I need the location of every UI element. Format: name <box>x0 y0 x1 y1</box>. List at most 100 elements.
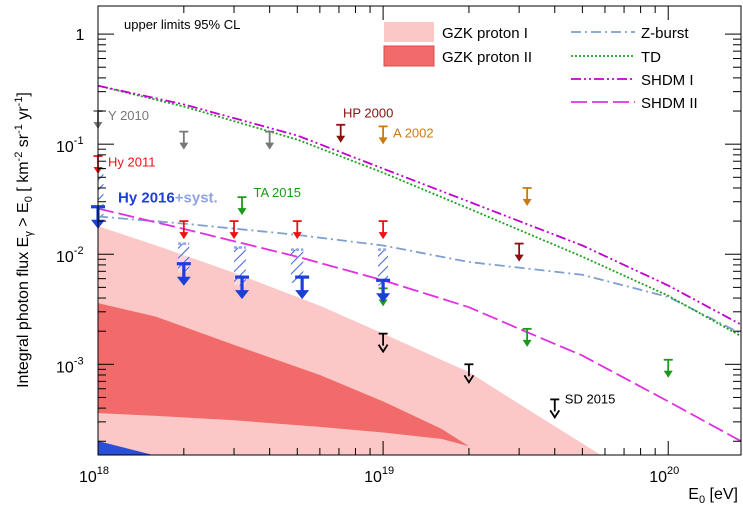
line-z-burst <box>98 215 741 335</box>
y-tick-label-1: 1 <box>76 27 85 44</box>
legend-swatch-gzk-proton-ii <box>383 45 435 67</box>
limit-hy-2016-3-head <box>295 290 310 300</box>
y-tick-label-exp--3: -3 <box>74 355 84 367</box>
limit-sd-2015-2 <box>549 398 561 420</box>
limit-a-2002-1 <box>522 187 532 206</box>
limit-hp-2000-1-head <box>514 254 524 262</box>
label-a-2002: A 2002 <box>393 126 434 141</box>
syst-box-2 <box>234 247 246 286</box>
line-td <box>98 84 741 337</box>
limit-sd-2015-0 <box>377 332 389 354</box>
limit-ta-2015-3-head <box>663 370 673 378</box>
limit-a-2002-0 <box>378 125 388 145</box>
y-tick-label-base--2: 10 <box>56 249 74 266</box>
label-hy-2016-main: Hy 2016 <box>118 190 175 207</box>
legend-entry-z-burst: Z-burst <box>571 25 689 42</box>
limit-sd-2015-1 <box>463 363 475 384</box>
limit-ta-2015-1-head <box>378 299 388 307</box>
plot-frame <box>97 5 742 456</box>
x-tick-label-19: 1019 <box>364 465 394 486</box>
syst-box-1 <box>178 243 190 273</box>
limit-hy-2011-2-head <box>229 232 239 240</box>
legend: GZK proton I GZK proton II Z-burst TD SHDM I… <box>383 22 698 112</box>
y-tick-label-exp--1: -1 <box>74 135 84 147</box>
systematics-boxes <box>98 167 388 286</box>
legend-label-shdm-ii: SHDM II <box>641 95 698 112</box>
y-tick-label-base--3: 10 <box>56 359 74 376</box>
limit-hy-2016-4-head <box>376 293 391 303</box>
limit-hp-2000-0-head <box>336 135 346 143</box>
limit-hy-2011-1-head <box>179 232 189 240</box>
y-tick-label--2: 10-2 <box>56 245 84 266</box>
x-axis-label: E0 [eV] <box>688 486 738 505</box>
limit-y-2010-1 <box>179 130 189 150</box>
limit-hy-2011-4-head <box>378 232 388 240</box>
limit-hy-2016-2-head <box>235 290 250 300</box>
limit-ta-2015-0-head <box>237 208 247 216</box>
label-hy-2011: Hy 2011 <box>108 155 155 170</box>
legend-entry-gzk-proton-ii: GZK proton II <box>383 45 532 67</box>
syst-box-4 <box>378 249 388 286</box>
plot-border <box>97 5 742 456</box>
limit-y-2010-2 <box>265 130 275 150</box>
legend-label-z-burst: Z-burst <box>641 25 689 42</box>
limit-y-2010-2-head <box>265 142 275 150</box>
limit-ta-2015-3 <box>663 358 673 378</box>
legend-entry-shdm-i: SHDM I <box>571 72 694 89</box>
limit-hy-2016-3 <box>295 275 310 300</box>
limit-hp-2000-0 <box>336 123 346 143</box>
limit-hy-2016-1 <box>176 262 191 286</box>
x-tick-label-exp-19: 19 <box>382 465 394 477</box>
y-tick-label-exp--2: -2 <box>74 245 84 257</box>
limit-ta-2015-2-head <box>522 339 532 347</box>
legend-entry-td: TD <box>571 49 661 66</box>
limit-hy-2016-2 <box>235 275 250 300</box>
label-ta-2015: TA 2015 <box>254 185 301 200</box>
x-tick-label-18: 1018 <box>79 465 109 486</box>
x-tick-label-base-18: 10 <box>79 469 97 486</box>
limit-y-2010-1-head <box>179 142 189 150</box>
label-hy-2016: Hy 2016+syst. <box>118 190 218 207</box>
limit-sd-2015-1-head <box>463 374 475 384</box>
limit-ta-2015-2 <box>522 327 532 347</box>
limit-hp-2000-1 <box>514 242 524 262</box>
cl-annotation: upper limits 95% CL <box>124 17 240 32</box>
syst-box-0 <box>98 168 104 217</box>
limit-sd-2015-2-head <box>549 409 561 420</box>
limit-hy-2011-4 <box>378 220 388 240</box>
x-tick-label-base-19: 10 <box>364 469 382 486</box>
y-tick-label-base--1: 10 <box>56 139 74 156</box>
model-curves <box>98 84 741 442</box>
limit-sd-2015-0-head <box>377 344 389 354</box>
y-tick-label--3: 10-3 <box>56 355 84 376</box>
limit-hy-2011-1 <box>179 220 189 240</box>
band-sliver <box>98 441 153 455</box>
line-shdm-ii <box>98 207 741 442</box>
label-hy-2016-syst: +syst. <box>175 190 218 207</box>
limit-a-2002-1-head <box>522 198 532 206</box>
y-tick-label--1: 10-1 <box>56 135 84 156</box>
label-hp-2000: HP 2000 <box>343 105 393 120</box>
legend-entry-gzk-proton-i: GZK proton I <box>384 22 528 42</box>
line-shdm-i <box>98 84 741 326</box>
limit-hy-2016-4 <box>376 278 391 303</box>
limit-a-2002-0-head <box>378 137 388 145</box>
syst-box-3 <box>290 249 304 283</box>
legend-entry-shdm-ii: SHDM II <box>571 95 698 112</box>
x-tick-label-exp-20: 20 <box>667 465 679 477</box>
legend-label-shdm-i: SHDM I <box>641 72 694 89</box>
legend-label-gzk-proton-ii: GZK proton II <box>442 49 532 66</box>
limit-hy-2011-2 <box>229 220 239 240</box>
x-tick-label-base-20: 10 <box>649 469 667 486</box>
y-axis-label: Integral photon flux Eγ > E0 [ km-2 sr-1… <box>13 92 35 388</box>
x-tick-label-exp-18: 18 <box>97 465 109 477</box>
limit-ta-2015-0 <box>237 196 247 216</box>
legend-label-td: TD <box>641 49 661 66</box>
legend-label-gzk-proton-i: GZK proton I <box>442 25 528 42</box>
limit-hy-2016-1-head <box>176 276 191 286</box>
legend-swatch-gzk-proton-i <box>384 22 434 42</box>
label-sd-2015: SD 2015 <box>565 391 616 406</box>
